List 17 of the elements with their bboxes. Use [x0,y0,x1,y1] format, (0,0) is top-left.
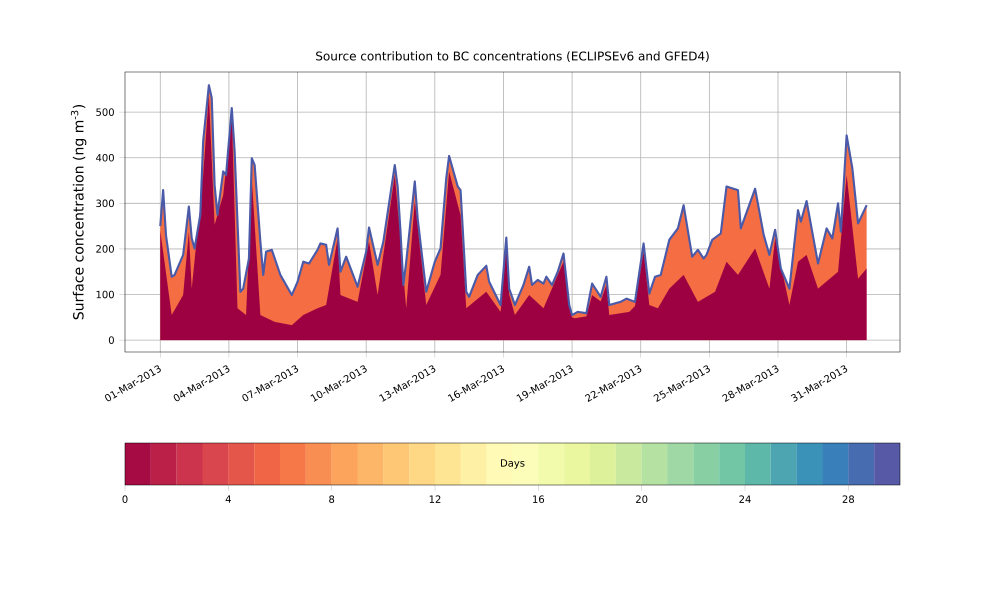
color-bar-label: 8 [329,495,334,503]
y-tick-label: 200 [96,245,114,253]
color-bar-label: 0 [122,495,128,503]
color-bar-label: 12 [430,495,440,503]
chart-title: Source contribution to BC concentrations (ECLIPSEv6 and GFED4) [316,51,709,62]
color-bar-label: 4 [226,495,231,503]
color-bar-label: 28 [842,495,854,503]
y-tick-label: 500 [96,108,114,116]
color-bar-label: 16 [533,495,544,503]
color-bar-label: 20 [636,495,648,503]
y-tick-label: 300 [96,200,114,208]
y-tick-label: 0 [108,336,114,344]
color-bar-label: 24 [739,495,751,503]
y-axis-title: Surface concentration (ng m$^{-3}$) [70,104,86,320]
y-tick-label: 400 [96,154,114,162]
y-tick-label: 100 [96,290,114,298]
color-bar-title: Days [501,459,524,469]
